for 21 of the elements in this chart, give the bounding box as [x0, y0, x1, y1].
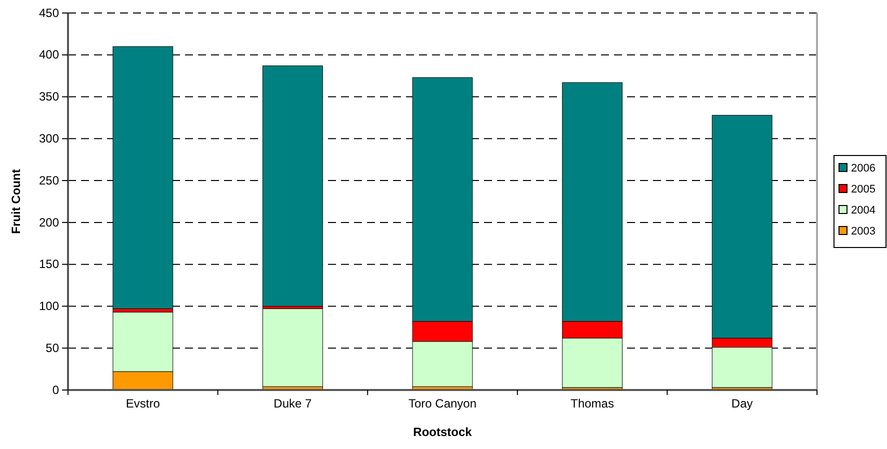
x-tick-label: Duke 7: [274, 396, 312, 410]
y-tick-label: 0: [52, 382, 60, 397]
legend-label: 2005: [851, 184, 876, 196]
y-axis-title: Fruit Count: [9, 169, 23, 234]
y-tick-label: 450: [38, 6, 60, 20]
x-tick-label: Day: [731, 396, 753, 410]
y-tick-label: 300: [38, 132, 60, 146]
legend-label: 2003: [851, 226, 876, 238]
y-tick-label: 200: [38, 215, 60, 230]
y-tick-label: 250: [38, 173, 60, 188]
legend-label: 2006: [851, 162, 876, 174]
y-tick-label: 50: [46, 340, 60, 355]
y-tick-label: 100: [38, 299, 60, 314]
x-tick-label: Toro Canyon: [408, 396, 477, 410]
x-tick-label: Thomas: [570, 396, 614, 410]
y-tick-label: 150: [38, 257, 60, 272]
x-tick-label: Evstro: [126, 396, 160, 410]
legend-label: 2004: [851, 204, 876, 216]
y-tick-label: 400: [38, 48, 60, 62]
y-tick-label: 350: [38, 90, 60, 104]
x-axis-title: Rootstock: [413, 425, 472, 439]
